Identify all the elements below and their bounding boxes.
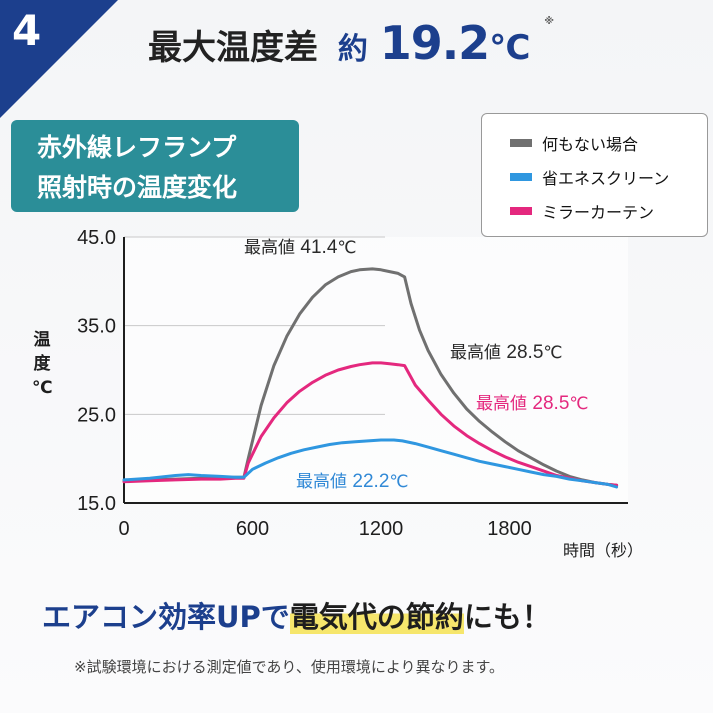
legend-label: 何もない場合 (542, 135, 639, 154)
y-tick-label: 45.0 (77, 227, 116, 249)
y-tick-label: 35.0 (77, 316, 116, 338)
bottom-message-part1: エアコン効率UPで (42, 600, 290, 634)
y-axis-title-char: 度 (33, 354, 51, 374)
plot-area (124, 237, 628, 503)
x-tick-label: 0 (118, 518, 129, 540)
series-line (122, 361, 619, 487)
annotation-unit: ℃ (543, 343, 563, 363)
x-tick-label: 600 (236, 518, 269, 540)
legend-swatch (510, 173, 532, 181)
condition-label-box: 赤外線レフランプ 照射時の温度変化 (11, 120, 299, 212)
disclaimer: ※試験環境における測定値であり、使用環境により異なります。 (74, 658, 505, 676)
y-axis-title-char: 温 (33, 330, 51, 350)
x-tick-label: 1200 (359, 518, 404, 540)
legend-label: ミラーカーテン (542, 203, 655, 222)
bottom-message-highlight: 電気代の節約 (289, 600, 464, 634)
annotation-value: 28.5 (532, 393, 570, 414)
legend-item-mirror: ミラーカーテン (510, 194, 707, 228)
annotation-unit: ℃ (569, 394, 589, 414)
annotation-unit: ℃ (337, 238, 357, 258)
legend-item-nothing: 何もない場合 (510, 126, 707, 160)
series-line (122, 438, 619, 489)
y-tick-label: 25.0 (77, 404, 116, 426)
headline-value-prefix: 約 (337, 32, 368, 67)
annotation-value: 22.2 (352, 471, 390, 492)
y-axis-title-char: ℃ (32, 378, 53, 398)
legend-item-screen: 省エネスクリーン (510, 160, 707, 194)
chart-legend: 何もない場合 省エネスクリーン ミラーカーテン (481, 113, 708, 237)
step-corner-badge (0, 0, 118, 118)
y-axis-title: 温 度 ℃ (32, 328, 53, 400)
condition-label-line1: 赤外線レフランプ (37, 133, 237, 162)
annotation-prefix: 最高値 (244, 238, 295, 258)
legend-swatch (510, 139, 532, 147)
bottom-message: エアコン効率UPで電気代の節約にも！ (42, 594, 551, 636)
annotation-prefix: 最高値 (476, 394, 527, 414)
y-tick-label: 15.0 (77, 493, 116, 515)
condition-label-line2: 照射時の温度変化 (37, 173, 238, 202)
annotation-unit: ℃ (389, 472, 409, 492)
headline-footnote-mark: ※ (544, 16, 554, 27)
x-axis-title: 時間（秒） (563, 541, 644, 560)
headline: 最大温度差 約 19.2℃ ※ (148, 16, 554, 70)
step-number: 4 (12, 6, 42, 55)
annotation-max-screen: 最高値 22.2℃ (296, 467, 408, 493)
legend-swatch (510, 207, 532, 215)
annotation-max-mirror: 最高値 28.5℃ (476, 389, 588, 415)
headline-value-number: 19.2 (379, 16, 490, 70)
headline-value-unit: ℃ (489, 28, 531, 68)
annotation-max-gray: 最高値 41.4℃ (244, 233, 356, 259)
headline-title: 最大温度差 (148, 28, 318, 68)
annotation-value: 28.5 (506, 342, 544, 363)
legend-label: 省エネスクリーン (542, 169, 670, 188)
x-tick-label: 1800 (487, 518, 532, 540)
bottom-message-part2: にも！ (463, 600, 551, 634)
annotation-max-screen-gray: 最高値 28.5℃ (450, 338, 562, 364)
headline-value: 約 19.2℃ (337, 16, 542, 70)
annotation-prefix: 最高値 (296, 472, 347, 492)
annotation-value: 41.4 (300, 237, 338, 258)
annotation-prefix: 最高値 (450, 343, 501, 363)
